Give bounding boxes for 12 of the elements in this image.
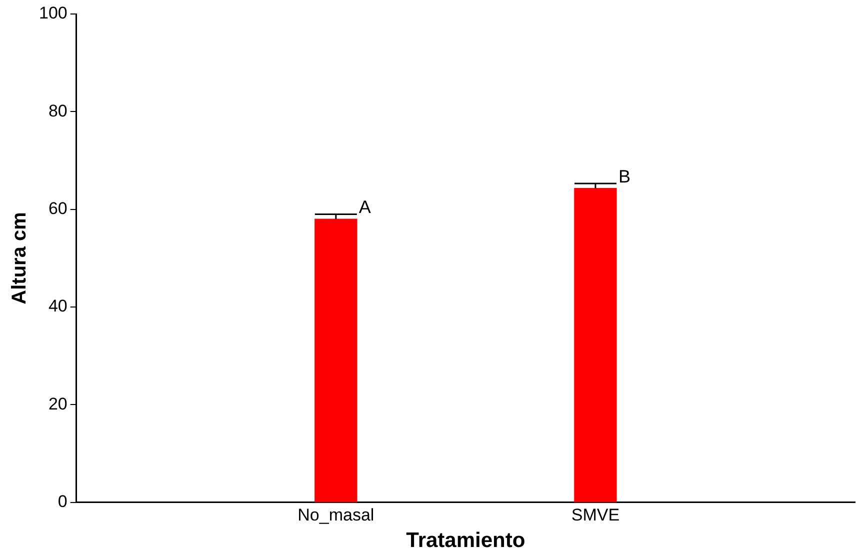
y-tick-label: 40 [48,296,68,316]
annotation: B [618,166,630,186]
y-tick-label: 100 [38,4,68,23]
y-tick-label: 0 [58,492,68,512]
x-tick-label: SMVE [571,505,620,524]
y-tick-label: 80 [48,101,68,120]
x-tick-label: No_masal [298,505,374,524]
x-axis-title: Tratamiento [406,529,526,552]
y-tick-label: 20 [48,394,68,414]
annotation: A [358,197,371,218]
y-tick-label: 60 [48,199,68,218]
y-axis-title: Altura cm [8,212,31,304]
